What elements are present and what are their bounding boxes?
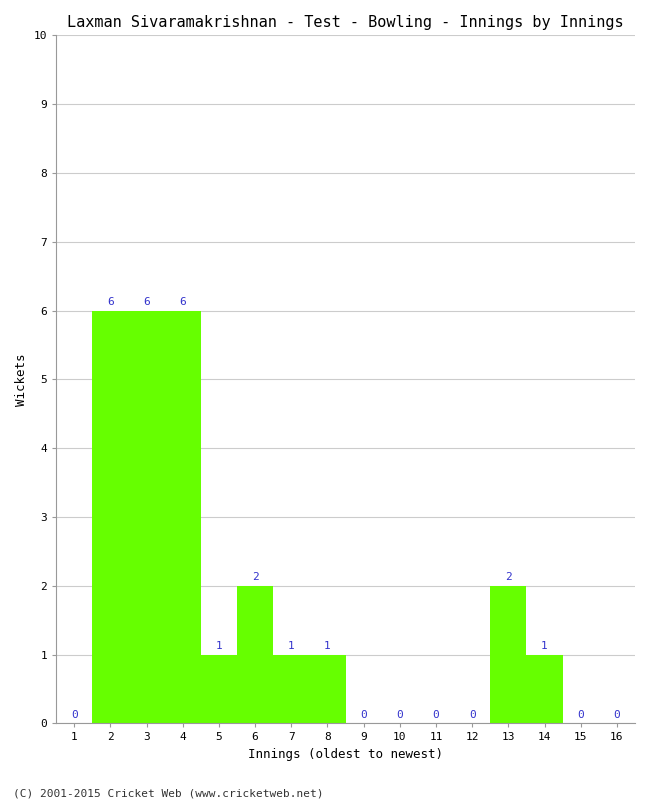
Text: 1: 1: [541, 641, 548, 651]
Text: 6: 6: [107, 297, 114, 307]
Text: 0: 0: [614, 710, 620, 720]
Text: 0: 0: [433, 710, 439, 720]
Bar: [526, 654, 563, 723]
Bar: [490, 586, 526, 723]
Bar: [201, 654, 237, 723]
Text: 6: 6: [179, 297, 186, 307]
Bar: [129, 310, 164, 723]
Text: 1: 1: [324, 641, 331, 651]
Y-axis label: Wickets: Wickets: [15, 353, 28, 406]
X-axis label: Innings (oldest to newest): Innings (oldest to newest): [248, 748, 443, 761]
Text: 1: 1: [216, 641, 222, 651]
Text: 0: 0: [360, 710, 367, 720]
Text: 1: 1: [288, 641, 294, 651]
Text: 2: 2: [252, 572, 259, 582]
Text: 0: 0: [396, 710, 403, 720]
Text: (C) 2001-2015 Cricket Web (www.cricketweb.net): (C) 2001-2015 Cricket Web (www.cricketwe…: [13, 788, 324, 798]
Text: 0: 0: [71, 710, 77, 720]
Title: Laxman Sivaramakrishnan - Test - Bowling - Innings by Innings: Laxman Sivaramakrishnan - Test - Bowling…: [67, 15, 624, 30]
Text: 0: 0: [577, 710, 584, 720]
Text: 2: 2: [505, 572, 512, 582]
Text: 0: 0: [469, 710, 476, 720]
Bar: [92, 310, 129, 723]
Text: 6: 6: [143, 297, 150, 307]
Bar: [273, 654, 309, 723]
Bar: [309, 654, 346, 723]
Bar: [164, 310, 201, 723]
Bar: [237, 586, 273, 723]
